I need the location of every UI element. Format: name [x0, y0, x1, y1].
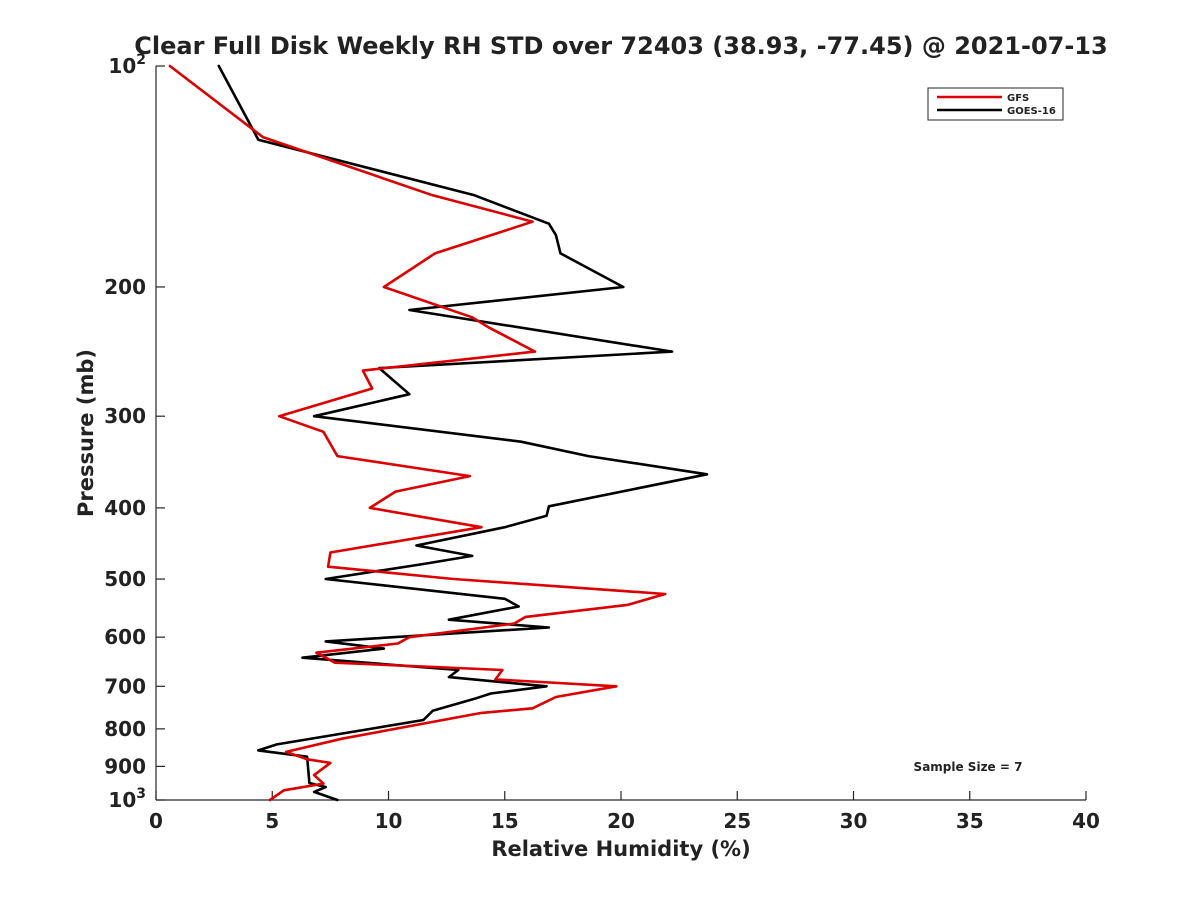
y-tick-label-base: 900: [104, 754, 146, 778]
x-tick-label: 30: [840, 809, 868, 833]
y-tick-label-base: 700: [104, 674, 146, 698]
plot-area-background: [156, 66, 1086, 800]
x-axis-ticks: 0 5 10 15 20 25 30 35 40: [149, 791, 1100, 833]
x-tick-label: 40: [1072, 809, 1100, 833]
legend-box: [927, 87, 1064, 121]
y-tick-label-base: 300: [104, 404, 146, 428]
y-tick-label-exponent: 2: [136, 52, 146, 68]
y-tick-label-base: 600: [104, 625, 146, 649]
y-tick-label-exponent: 3: [136, 786, 146, 802]
y-tick-label: 800: [104, 717, 146, 741]
y-tick-label-base: 10: [108, 54, 136, 78]
y-tick-label-base: 500: [104, 567, 146, 591]
y-tick-label: 200: [104, 275, 146, 299]
y-tick-label: 400: [104, 496, 146, 520]
series-line-gfs: [168, 64, 667, 802]
plot-area: 0 5 10 15 20 25 30 35 40 10220030040050060070080…: [104, 52, 1100, 833]
y-tick-label: 900: [104, 754, 146, 778]
legend-label-gfs: GFS: [1007, 93, 1029, 104]
y-tick-label-base: 400: [104, 496, 146, 520]
y-axis-label: Pressure (mb): [74, 349, 98, 517]
x-tick-label: 10: [375, 809, 403, 833]
series-line-goes-16: [217, 64, 709, 802]
series-layer: [168, 64, 709, 802]
y-tick-label-base: 200: [104, 275, 146, 299]
y-tick-label: 300: [104, 404, 146, 428]
chart-title: Clear Full Disk Weekly RH STD over 72403…: [134, 32, 1107, 60]
x-axis-label: Relative Humidity (%): [491, 837, 750, 861]
y-tick-label: 103: [108, 786, 146, 812]
x-tick-label: 5: [265, 809, 279, 833]
y-tick-label-base: 10: [108, 788, 136, 812]
x-tick-label: 15: [491, 809, 519, 833]
x-tick-label: 35: [956, 809, 984, 833]
legend-label-goes-16: GOES-16: [1007, 106, 1056, 117]
x-tick-label: 25: [723, 809, 751, 833]
y-tick-label-base: 800: [104, 717, 146, 741]
y-tick-label: 102: [108, 52, 146, 78]
sample-size-annotation: Sample Size = 7: [914, 760, 1023, 774]
y-tick-label: 500: [104, 567, 146, 591]
y-tick-label: 600: [104, 625, 146, 649]
legend: GFS GOES-16: [927, 87, 1064, 121]
x-tick-label: 0: [149, 809, 163, 833]
y-tick-label: 700: [104, 674, 146, 698]
x-tick-label: 20: [607, 809, 635, 833]
